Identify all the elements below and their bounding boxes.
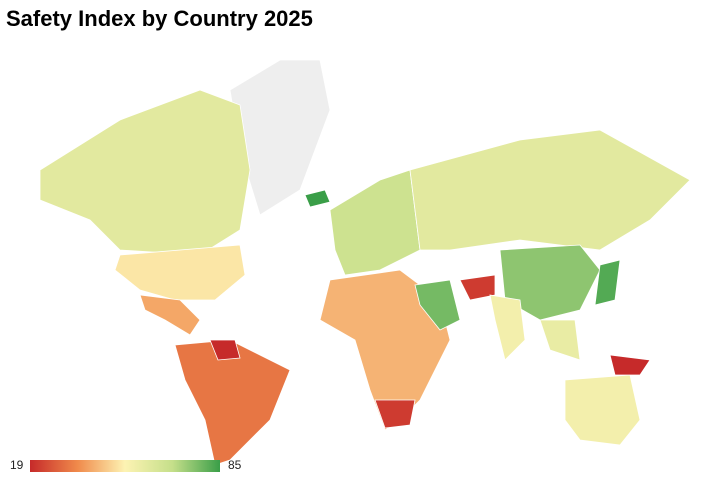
country-region (594, 259, 621, 306)
country-region (539, 319, 581, 361)
scale-max: 85 (228, 458, 242, 472)
country-region (174, 339, 291, 466)
country-region (459, 274, 496, 301)
country-region (304, 189, 331, 208)
scale-min: 19 (10, 458, 24, 472)
country-region (114, 244, 246, 301)
country-region (564, 374, 641, 446)
country-region (609, 354, 651, 376)
country-region (209, 339, 241, 361)
country-region (39, 89, 251, 256)
country-region (139, 294, 201, 336)
color-scale (30, 460, 220, 472)
country-region (489, 294, 526, 361)
country-region (374, 399, 416, 429)
map-title: Safety Index by Country 2025 (6, 6, 313, 31)
country-region (329, 169, 421, 276)
country-region (414, 279, 461, 331)
country-region (409, 129, 691, 251)
regions (39, 89, 691, 466)
